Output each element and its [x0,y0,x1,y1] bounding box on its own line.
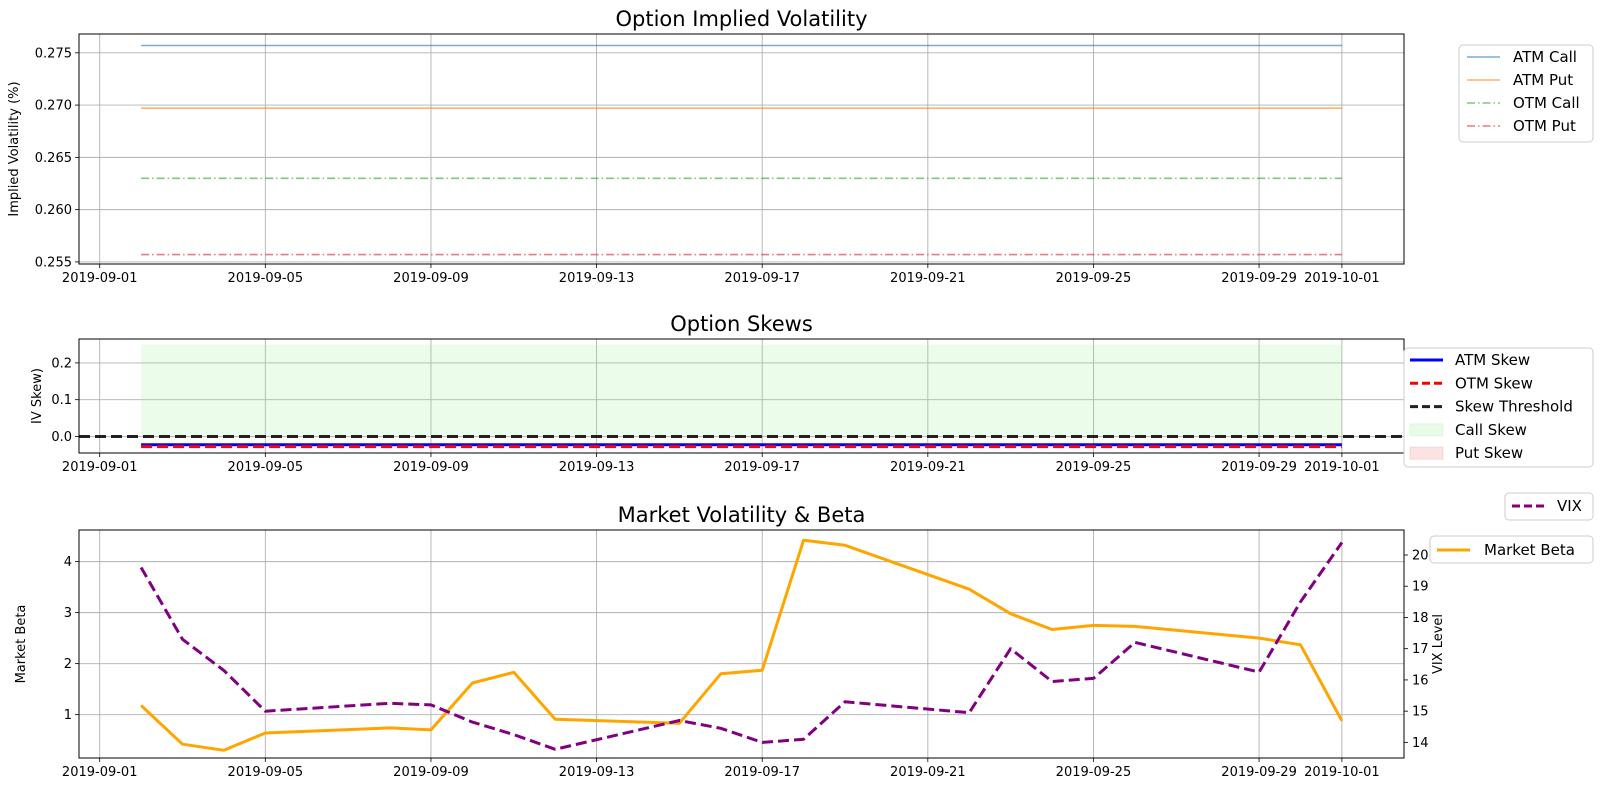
x-tick-label: 2019-09-21 [890,460,966,475]
legend-label: ATM Put [1513,71,1573,89]
y-tick-label: 0.1 [51,393,72,408]
x-tick-label: 2019-09-29 [1221,271,1297,286]
x-tick-label: 2019-09-01 [62,271,138,286]
x-tick-label: 2019-09-25 [1056,765,1132,780]
legend-label: Call Skew [1455,421,1527,439]
x-tick-label: 2019-09-17 [724,765,800,780]
y2-tick-label: 19 [1412,580,1429,595]
y-tick-label: 2 [64,657,72,672]
x-tick-label: 2019-09-17 [724,271,800,286]
x-tick-label: 2019-09-13 [559,460,635,475]
legend-box [1403,347,1594,468]
x-tick-label: 2019-09-01 [62,460,138,475]
legend-label: Put Skew [1455,444,1523,462]
legend-swatch [1409,423,1444,437]
x-tick-label: 2019-09-21 [890,765,966,780]
y-tick-label: 0.260 [35,203,72,218]
x-tick-label: 2019-09-21 [890,271,966,286]
chart-title: Option Implied Volatility [615,7,867,31]
x-tick-label: 2019-09-29 [1221,765,1297,780]
chart-title: Market Volatility & Beta [618,503,866,527]
legend-box [1504,492,1594,521]
x-tick-label: 2019-09-29 [1221,460,1297,475]
series-line-0 [140,538,1344,752]
y-tick-label: 0.255 [35,255,72,270]
y-tick-label: 3 [64,606,72,621]
x-tick-label: 2019-10-01 [1304,765,1380,780]
x-tick-label: 2019-10-01 [1304,460,1380,475]
legend-label: Skew Threshold [1455,398,1573,416]
x-tick-label: 2019-09-17 [724,460,800,475]
y-tick-label: 0.2 [51,356,72,371]
y2-tick-label: 20 [1412,548,1429,563]
y2-tick-label: 18 [1412,611,1429,626]
legend-label: OTM Skew [1455,374,1533,392]
y2-axis-label: VIX Level [1431,614,1446,674]
plot-frame [78,529,1405,759]
y2-tick-label: 17 [1412,642,1429,657]
x-tick-label: 2019-09-13 [559,271,635,286]
x-tick-label: 2019-09-25 [1056,460,1132,475]
legend-label: ATM Call [1513,48,1577,66]
y2-tick-label: 16 [1412,673,1429,688]
y-tick-label: 4 [64,555,72,570]
series-line-1 [139,541,1344,751]
x-tick-label: 2019-09-05 [228,271,304,286]
y-axis-label: Market Beta [14,605,29,684]
x-tick-label: 2019-10-01 [1304,271,1380,286]
y2-tick-label: 15 [1412,705,1429,720]
y2-tick-label: 14 [1412,736,1429,751]
y-tick-label: 0.270 [35,99,72,114]
legend-swatch [1409,446,1444,460]
y-axis-label: IV Skew) [30,368,45,424]
legend-box [1458,44,1594,143]
x-tick-label: 2019-09-09 [393,460,469,475]
x-tick-label: 2019-09-05 [228,765,304,780]
y-axis-label: Implied Volatility (%) [7,81,22,216]
legend-box [1429,535,1594,564]
x-tick-label: 2019-09-09 [393,271,469,286]
legend-label: VIX [1557,497,1582,515]
legend-label: OTM Call [1513,94,1580,112]
x-tick-label: 2019-09-05 [228,460,304,475]
chart-title: Option Skews [670,312,813,336]
x-tick-label: 2019-09-25 [1056,271,1132,286]
y-tick-label: 0.265 [35,151,72,166]
x-tick-label: 2019-09-09 [393,765,469,780]
x-tick-label: 2019-09-13 [559,765,635,780]
legend-label: Market Beta [1484,541,1575,559]
legend-label: OTM Put [1513,117,1576,135]
plot-frame [78,33,1405,265]
y-tick-label: 1 [64,708,72,723]
y-tick-label: 0.275 [35,46,72,61]
x-tick-label: 2019-09-01 [62,765,138,780]
legend-label: ATM Skew [1455,351,1530,369]
fill-area-0 [141,344,1342,437]
y-tick-label: 0.0 [51,430,72,445]
